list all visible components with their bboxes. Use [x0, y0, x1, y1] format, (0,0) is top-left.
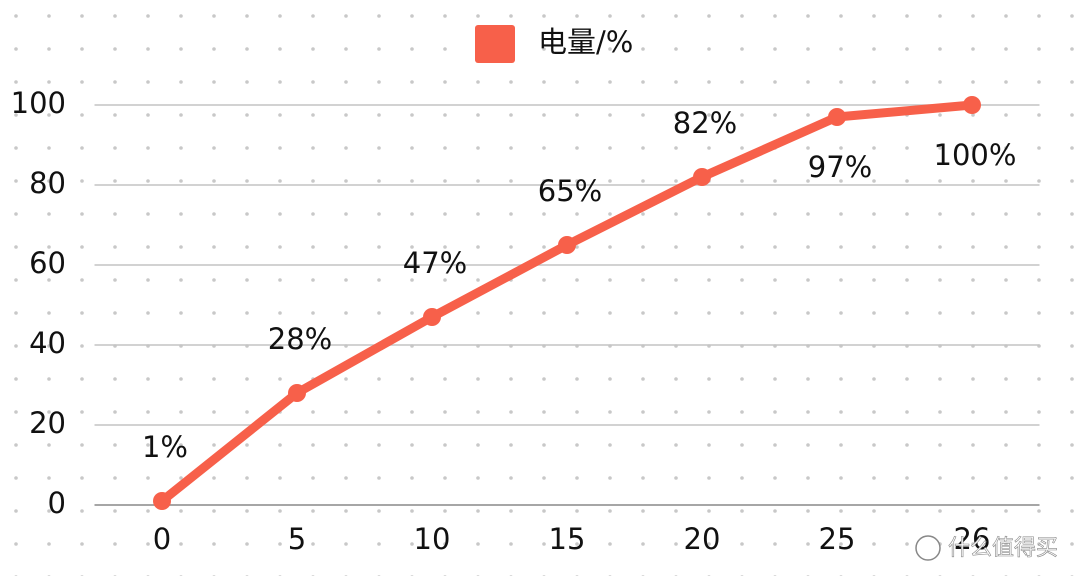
x-tick-label: 25	[819, 522, 856, 556]
data-label: 28%	[268, 322, 332, 356]
legend-label: 电量/%	[538, 25, 633, 59]
y-tick-label: 60	[29, 246, 66, 280]
y-tick-label: 20	[29, 406, 66, 440]
data-label: 47%	[403, 246, 467, 280]
watermark: 什么值得买	[948, 536, 1058, 561]
y-tick-label: 100	[11, 86, 66, 120]
x-tick-label: 15	[549, 522, 586, 556]
y-tick-label: 40	[29, 326, 66, 360]
watermark-icon	[915, 535, 941, 561]
y-tick-label: 80	[29, 166, 66, 200]
point	[288, 384, 306, 402]
data-label: 65%	[538, 174, 602, 208]
point	[693, 168, 711, 186]
x-tick-label: 5	[288, 522, 306, 556]
point	[963, 96, 981, 114]
legend-swatch	[475, 25, 515, 63]
point	[153, 492, 171, 510]
y-tick-label: 0	[48, 486, 66, 520]
data-label: 100%	[934, 138, 1017, 172]
point	[828, 108, 846, 126]
data-label: 82%	[673, 106, 737, 140]
x-tick-label: 10	[414, 522, 451, 556]
x-tick-label: 0	[153, 522, 171, 556]
x-tick-label: 26	[954, 522, 991, 556]
x-tick-label: 20	[684, 522, 721, 556]
data-label: 1%	[142, 430, 188, 464]
point	[423, 308, 441, 326]
point	[558, 236, 576, 254]
data-label: 97%	[808, 150, 872, 184]
